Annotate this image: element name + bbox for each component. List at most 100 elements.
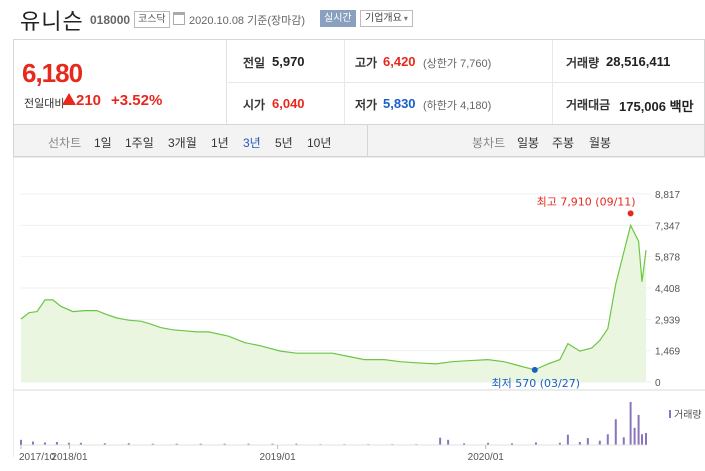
company-overview-dropdown[interactable]: 기업개요 ▾ [360,10,413,27]
volume-value: 28,516,411 [606,54,671,69]
high-value: 6,420 [383,54,416,69]
period-selector: 선차트 1일 1주일 3개월 1년 3년 5년 10년 봉차트 일봉 주봉 월봉 [13,125,705,157]
volume-bar [67,442,70,445]
change-label: 전일대비 [24,98,65,110]
volume-bar [637,414,640,445]
volume-bar [247,443,250,445]
chart-canvas: 8,817 7,347 5,878 4,408 2,939 1,469 0 최고 7,910 … [13,157,705,463]
low-label: 최저 570 (03/27) [492,377,581,390]
volume-bar [295,443,298,445]
volume-legend: 거래량 [674,409,702,421]
period-3y[interactable]: 3년 [243,136,261,150]
volume-bar [510,443,513,445]
period-5y[interactable]: 5년 [275,136,293,150]
high-marker [627,210,634,217]
low-value: 5,830 [383,96,416,111]
divider [367,125,368,156]
volume-bar [558,442,561,445]
x-tick-label: 2019/01 [260,452,297,463]
stock-code: 018000 [90,13,131,27]
volume-legend-swatch [669,410,671,418]
volume-bar [447,439,450,445]
volume-bar [586,438,589,445]
y-tick-label: 1,469 [655,347,680,358]
period-1d[interactable]: 1일 [94,136,112,150]
up-arrow-icon [62,93,76,105]
volume-bar [614,419,617,445]
y-tick-label: 5,878 [655,253,680,264]
volume-bar [534,442,537,445]
company-overview-label: 기업개요 [365,13,402,24]
volume-bar [79,442,82,445]
low-marker [531,366,538,373]
low-label: 저가 [355,98,378,112]
volume-bar [487,442,490,445]
volume-bar [127,443,130,445]
volume-bar [271,443,274,445]
volume-bar [151,443,154,445]
divider [228,82,704,83]
lower-limit: (하한가 4,180) [423,100,492,112]
volume-bar [598,440,601,445]
x-tick-label: 2017/10 [19,452,56,463]
trading-amount-value: 175,006 백만 [619,99,694,114]
y-tick-label: 2,939 [655,315,680,326]
y-tick-label: 0 [655,378,661,389]
volume-bar [633,427,636,445]
volume-bar [199,443,202,445]
change-value: 210 [76,92,102,109]
divider [344,40,345,124]
stock-header: 유니슨 018000 코스닥 2020.10.08 기준(장마감) 실시간 기업… [0,0,705,38]
y-tick-label: 7,347 [655,221,680,232]
volume-bar [622,437,625,445]
volume-bar [175,443,178,445]
calendar-icon [173,12,185,25]
volume-label: 거래량 [566,56,600,70]
volume-bar [578,441,581,445]
current-price-panel: 6,180 전일대비 210 +3.52% [14,40,227,124]
period-1y[interactable]: 1년 [211,136,229,150]
change-percent: +3.52% [111,92,163,109]
period-3m[interactable]: 3개월 [168,136,197,150]
trading-amount-label: 거래대금 [566,98,611,112]
volume-bar [566,434,569,445]
volume-bar [43,442,46,445]
divider [552,40,553,124]
y-tick-label: 8,817 [655,190,680,201]
volume-bar [629,402,632,445]
volume-bar [55,441,58,445]
stock-name: 유니슨 [20,10,84,35]
volume-bar [103,443,106,445]
volume-bar [641,434,644,445]
x-tick-label: 2020/01 [468,452,505,463]
volume-bar [463,443,466,445]
price-line [20,223,647,371]
volume-bar [31,441,34,445]
volume-bar [20,439,22,445]
volume-bar [645,432,647,445]
market-badge: 코스닥 [134,11,170,28]
current-price: 6,180 [22,58,83,88]
open-value: 6,040 [272,96,305,111]
period-10y[interactable]: 10년 [307,136,332,150]
realtime-button[interactable]: 실시간 [320,10,356,27]
candle-daily[interactable]: 일봉 [517,136,540,150]
price-summary: 6,180 전일대비 210 +3.52% 전일 5,970 고가 6,420 … [13,39,705,125]
high-label: 고가 [355,56,378,70]
reference-date: 2020.10.08 기준(장마감) [189,15,306,27]
period-1w[interactable]: 1주일 [125,136,154,150]
volume-bar [606,434,609,445]
line-chart-label: 선차트 [48,136,82,150]
x-tick-label: 2018/01 [51,452,88,463]
y-tick-label: 4,408 [655,284,680,295]
chevron-down-icon: ▾ [403,14,408,23]
candle-weekly[interactable]: 주봉 [552,136,575,150]
high-label: 최고 7,910 (09/11) [537,195,636,208]
prev-close-value: 5,970 [272,54,305,69]
price-area [21,225,646,382]
candle-monthly[interactable]: 월봉 [589,136,612,150]
open-label: 시가 [243,98,266,112]
volume-bar [223,443,226,445]
prev-close-label: 전일 [243,56,266,70]
upper-limit: (상한가 7,760) [423,58,492,70]
